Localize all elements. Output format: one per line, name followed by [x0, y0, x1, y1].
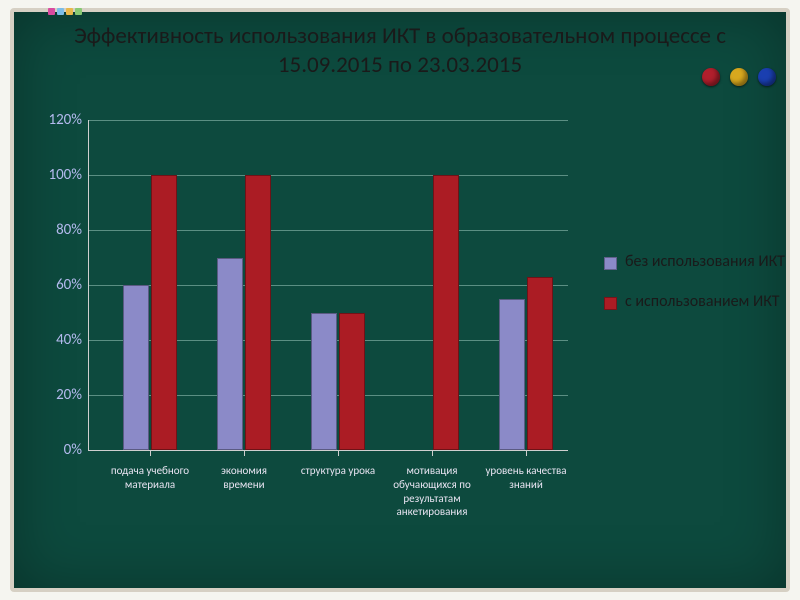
y-tick-label: 80%	[32, 221, 82, 239]
chart-title: Эффективность использования ИКТ в образо…	[54, 22, 746, 80]
x-tick-label: экономия времени	[200, 464, 288, 492]
bar	[151, 175, 177, 450]
plot-area	[88, 120, 568, 450]
magnet	[758, 68, 776, 86]
x-tick	[150, 450, 151, 456]
corner-tab	[57, 8, 64, 15]
bar	[123, 285, 149, 450]
x-tick	[526, 450, 527, 456]
legend-item: без использования ИКТ	[604, 252, 794, 272]
legend-label: без использования ИКТ	[625, 252, 785, 272]
x-axis	[88, 450, 568, 451]
x-tick-label: структура урока	[294, 464, 382, 478]
legend-label: с использованием ИКТ	[625, 292, 780, 312]
x-tick	[244, 450, 245, 456]
x-tick-label: подача учебного материала	[106, 464, 194, 492]
y-tick-label: 60%	[32, 276, 82, 294]
bar	[217, 258, 243, 451]
x-tick-label: мотивация обучающихся по результатам анк…	[388, 464, 476, 519]
legend-swatch	[604, 257, 617, 270]
bar	[527, 277, 553, 450]
y-tick-label: 20%	[32, 386, 82, 404]
y-tick-label: 120%	[32, 111, 82, 129]
legend-swatch	[604, 297, 617, 310]
x-tick-label: уровень качества знаний	[482, 464, 570, 492]
x-tick	[432, 450, 433, 456]
corner-tab	[75, 8, 82, 15]
bar	[311, 313, 337, 451]
bar	[499, 299, 525, 450]
y-tick-label: 40%	[32, 331, 82, 349]
legend-item: с использованием ИКТ	[604, 292, 794, 312]
legend: без использования ИКТ с использованием ИК…	[604, 252, 794, 332]
corner-tabs	[48, 8, 82, 15]
corner-tab	[48, 8, 55, 15]
corner-tab	[66, 8, 73, 15]
y-tick-label: 0%	[32, 441, 82, 459]
bar	[433, 175, 459, 450]
y-tick-label: 100%	[32, 166, 82, 184]
y-axis	[88, 120, 89, 450]
blackboard-frame: Эффективность использования ИКТ в образо…	[10, 8, 790, 592]
bar	[339, 313, 365, 451]
bar-chart: 0%20%40%60%80%100%120%подача учебного ма…	[32, 120, 592, 570]
grid-line	[88, 120, 568, 121]
x-tick	[338, 450, 339, 456]
bar	[245, 175, 271, 450]
